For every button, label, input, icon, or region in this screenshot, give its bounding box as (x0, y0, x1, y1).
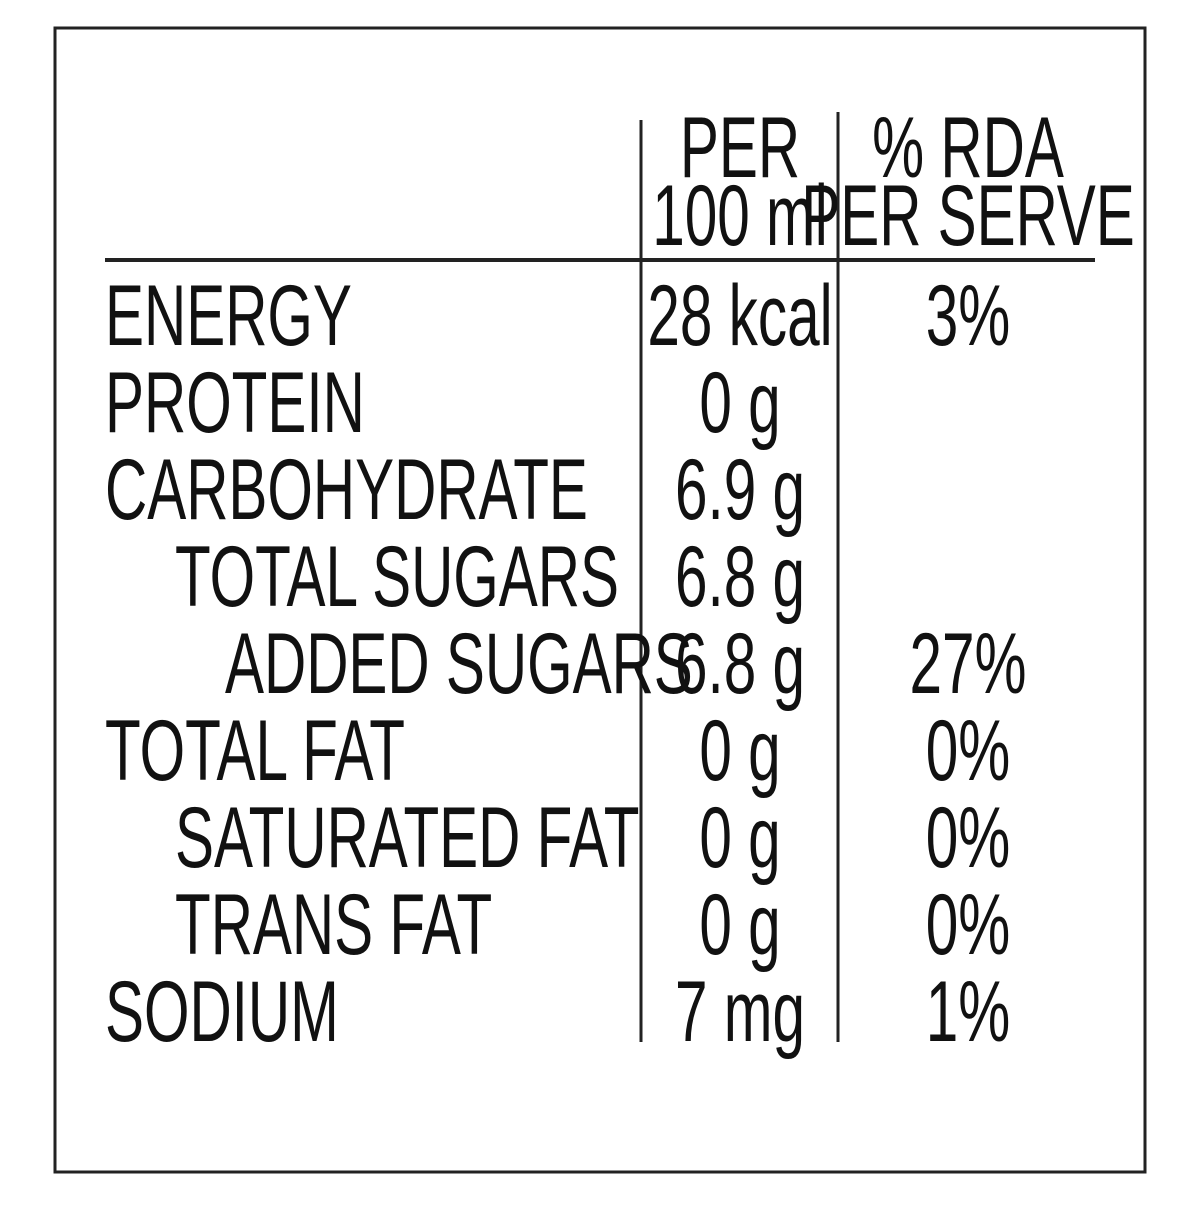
per-100ml-value: 6.8 g (675, 615, 805, 712)
per-100ml-value: 6.9 g (675, 441, 805, 538)
row-label: CARBOHYDRATE (105, 441, 588, 538)
row-label: SATURATED FAT (175, 789, 639, 886)
row-label: PROTEIN (105, 354, 365, 451)
row-label: ENERGY (105, 267, 352, 364)
per-100ml-value: 6.8 g (675, 528, 805, 625)
row-label: SODIUM (105, 963, 339, 1060)
per-100ml-value: 7 mg (675, 963, 805, 1060)
row-label: TRANS FAT (175, 876, 492, 973)
rda-value: 27% (909, 615, 1026, 712)
per-100ml-value: 0 g (699, 354, 780, 451)
rda-value: 0% (926, 789, 1011, 886)
header-per-100ml: PER (680, 99, 800, 196)
row-label: ADDED SUGARS (225, 615, 693, 712)
row-label: TOTAL FAT (105, 702, 405, 799)
rda-value: 1% (926, 963, 1011, 1060)
header-per-100ml: 100 ml (652, 167, 827, 264)
header-rda: % RDA (872, 99, 1064, 196)
per-100ml-value: 0 g (699, 789, 780, 886)
outer-border (53, 26, 1147, 1174)
per-100ml-value: 28 kcal (647, 267, 832, 364)
row-label: TOTAL SUGARS (175, 528, 619, 625)
rda-value: 0% (926, 876, 1011, 973)
per-100ml-value: 0 g (699, 702, 780, 799)
per-100ml-value: 0 g (699, 876, 780, 973)
header-rda: PER SERVE (801, 167, 1135, 264)
rda-value: 0% (926, 702, 1011, 799)
rda-value: 3% (926, 267, 1011, 364)
